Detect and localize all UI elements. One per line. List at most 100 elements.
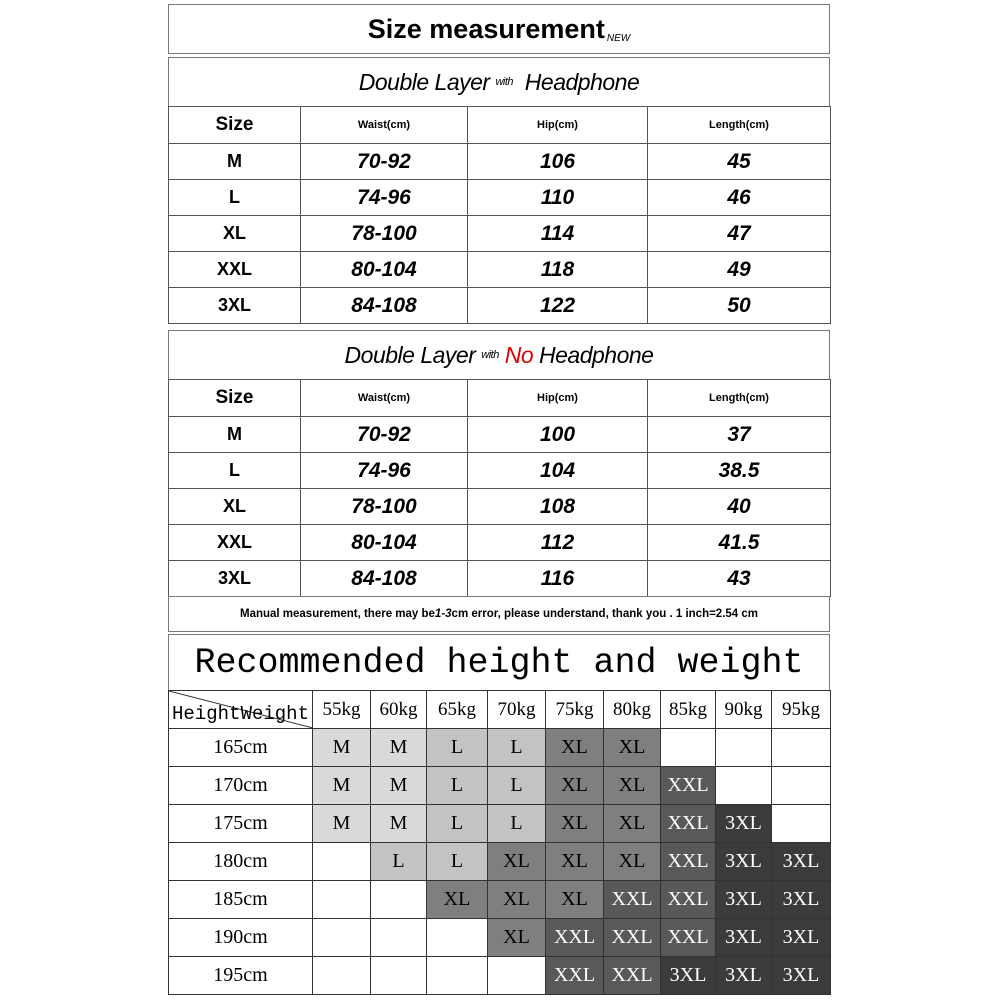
size-cell xyxy=(370,880,427,919)
weight-header: 75kg xyxy=(545,690,604,729)
size-cell: XXL xyxy=(660,842,716,881)
size-cell: XL xyxy=(545,728,604,767)
table-cell: 40 xyxy=(647,488,831,525)
weight-header: 65kg xyxy=(426,690,488,729)
size-cell: 3XL xyxy=(660,956,716,995)
size-cell: L xyxy=(487,804,546,843)
size-cell: XL xyxy=(426,880,488,919)
size-cell xyxy=(312,842,371,881)
size-cell: L xyxy=(426,766,488,805)
size-cell: 3XL xyxy=(715,880,772,919)
table-cell: XL xyxy=(168,488,301,525)
page-title: Size measurement NEW xyxy=(168,4,830,54)
table-cell: 3XL xyxy=(168,287,301,324)
table-subtitle: Double Layer with Headphone xyxy=(168,57,830,107)
weight-header: 55kg xyxy=(312,690,371,729)
table-cell: 108 xyxy=(467,488,648,525)
table-cell: 70-92 xyxy=(300,416,468,453)
note-text-end: cm error, please understand, thank you .… xyxy=(451,608,759,620)
size-cell: 3XL xyxy=(771,956,831,995)
column-header: Waist(cm) xyxy=(300,106,468,144)
size-cell: XL xyxy=(545,804,604,843)
table-cell: 78-100 xyxy=(300,488,468,525)
size-cell xyxy=(426,956,488,995)
table-cell: 78-100 xyxy=(300,215,468,252)
table-cell: 84-108 xyxy=(300,560,468,597)
size-cell xyxy=(312,880,371,919)
table-cell: 70-92 xyxy=(300,143,468,180)
subtitle-b: Headphone xyxy=(524,68,640,95)
new-badge: NEW xyxy=(606,32,631,44)
column-header: Size xyxy=(168,379,301,417)
size-cell: XL xyxy=(487,842,546,881)
table-cell: XXL xyxy=(168,251,301,288)
table-cell: 118 xyxy=(467,251,648,288)
table-cell: 116 xyxy=(467,560,648,597)
table-row: XL 78-100 108 40 xyxy=(168,488,831,525)
size-cell: XXL xyxy=(603,880,661,919)
subtitle-a: Double Layer xyxy=(344,341,476,368)
table-cell: 80-104 xyxy=(300,524,468,561)
corner-weight-label: Weight xyxy=(240,703,309,725)
size-cell: XL xyxy=(487,918,546,957)
subtitle-with: with xyxy=(495,76,514,88)
size-cell: M xyxy=(370,804,427,843)
size-cell: XL xyxy=(603,728,661,767)
table-row: 190cm XL XXL XXL XXL 3XL 3XL xyxy=(168,918,831,957)
size-cell: XXL xyxy=(603,956,661,995)
size-cell: XL xyxy=(603,842,661,881)
table-cell: M xyxy=(168,416,301,453)
size-cell xyxy=(312,918,371,957)
table-row: XXL 80-104 118 49 xyxy=(168,251,831,288)
table-cell: 80-104 xyxy=(300,251,468,288)
table-row: M 70-92 106 45 xyxy=(168,143,831,180)
table-cell: 37 xyxy=(647,416,831,453)
table-cell: 43 xyxy=(647,560,831,597)
table-cell: 74-96 xyxy=(300,452,468,489)
size-cell: M xyxy=(312,728,371,767)
weight-header: 60kg xyxy=(370,690,427,729)
table-row: 170cm M M L L XL XL XXL xyxy=(168,766,831,805)
table-row: M 70-92 100 37 xyxy=(168,416,831,453)
size-cell: M xyxy=(312,804,371,843)
table-row: 175cm M M L L XL XL XXL 3XL xyxy=(168,804,831,843)
size-cell: XL xyxy=(545,766,604,805)
header-row: Size Waist(cm) Hip(cm) Length(cm) xyxy=(168,379,831,417)
size-cell: L xyxy=(487,766,546,805)
size-cell: 3XL xyxy=(715,956,772,995)
subtitle-with: with xyxy=(481,349,499,361)
title-text: Size measurement xyxy=(367,13,605,44)
size-cell: 3XL xyxy=(771,918,831,957)
table-row: 195cm XXL XXL 3XL 3XL 3XL xyxy=(168,956,831,995)
size-cell xyxy=(487,956,546,995)
recommend-title: Recommended height and weight xyxy=(168,634,830,691)
height-label: 180cm xyxy=(168,842,313,881)
size-cell: L xyxy=(487,728,546,767)
table-cell: 100 xyxy=(467,416,648,453)
column-header: Hip(cm) xyxy=(467,106,648,144)
table-cell: XL xyxy=(168,215,301,252)
column-header: Length(cm) xyxy=(647,106,831,144)
size-cell xyxy=(370,956,427,995)
size-cell: 3XL xyxy=(715,842,772,881)
size-cell xyxy=(312,956,371,995)
table-cell: 122 xyxy=(467,287,648,324)
height-weight-table: Height Weight 55kg 60kg 65kg 70kg 75kg 80kg 85kg… xyxy=(168,690,831,995)
table-cell: M xyxy=(168,143,301,180)
size-cell: 3XL xyxy=(715,918,772,957)
size-cell: L xyxy=(370,842,427,881)
size-cell xyxy=(771,728,831,767)
size-cell: 3XL xyxy=(715,804,772,843)
weight-header: 85kg xyxy=(660,690,716,729)
table-cell: 38.5 xyxy=(647,452,831,489)
size-cell: M xyxy=(312,766,371,805)
height-label: 190cm xyxy=(168,918,313,957)
weight-header: 95kg xyxy=(771,690,831,729)
size-cell: XXL xyxy=(545,956,604,995)
table-row: 3XL 84-108 122 50 xyxy=(168,287,831,324)
table-subtitle: Double Layer with No Headphone xyxy=(168,330,830,380)
size-cell: XXL xyxy=(660,918,716,957)
subtitle-b: Headphone xyxy=(539,341,654,368)
size-cell: XXL xyxy=(660,804,716,843)
column-header: Hip(cm) xyxy=(467,379,648,417)
